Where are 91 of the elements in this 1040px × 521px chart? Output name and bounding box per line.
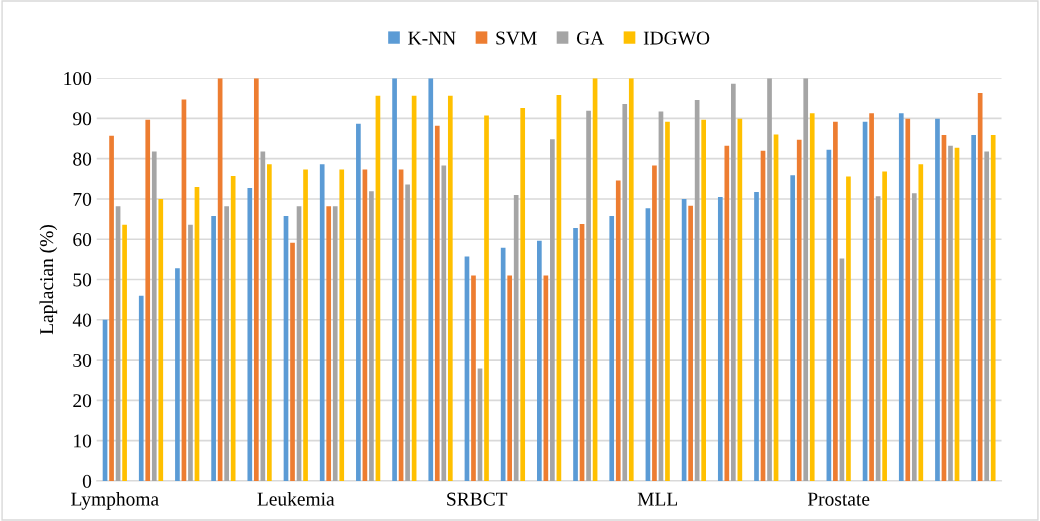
bar <box>392 78 397 481</box>
bar <box>724 145 730 481</box>
bar <box>158 198 164 481</box>
y-tick-label: 0 <box>82 474 92 488</box>
bar <box>790 175 796 481</box>
bar <box>573 227 578 481</box>
x-tick-label: MLL <box>637 492 678 506</box>
bar <box>984 151 990 481</box>
bar <box>211 215 216 481</box>
bar <box>319 164 325 481</box>
bar <box>796 139 802 481</box>
bar <box>303 169 308 481</box>
bar <box>369 191 374 481</box>
bar <box>665 121 670 481</box>
bar <box>267 164 272 481</box>
bar <box>441 165 447 481</box>
bar <box>730 83 736 481</box>
bar <box>622 103 628 481</box>
bar <box>971 134 976 481</box>
bar <box>652 165 657 481</box>
legend-label: K-NN <box>408 31 456 45</box>
bar <box>109 135 114 481</box>
bar <box>586 110 591 481</box>
bar <box>550 139 555 481</box>
y-tick-label: 90 <box>73 112 92 126</box>
y-tick-label: 40 <box>72 313 92 327</box>
bar <box>253 78 259 481</box>
bar <box>151 151 157 481</box>
bar <box>520 107 526 481</box>
legend-label: IDGWO <box>643 31 710 45</box>
bar <box>688 205 693 481</box>
bar <box>428 78 434 481</box>
bar <box>717 196 723 481</box>
bar <box>138 295 144 481</box>
y-tick-label: 80 <box>73 152 92 166</box>
bar <box>326 206 332 481</box>
bar <box>615 180 621 481</box>
bar <box>339 169 345 481</box>
bar <box>898 113 904 481</box>
bar <box>754 192 759 481</box>
bar <box>905 118 911 481</box>
bar <box>230 176 236 481</box>
bar <box>935 118 940 481</box>
bar <box>471 275 476 481</box>
y-tick-label: 50 <box>73 273 92 287</box>
y-tick-label: 10 <box>74 434 92 448</box>
y-tick-label: 100 <box>64 71 92 86</box>
bar <box>869 113 874 481</box>
bar <box>260 151 266 481</box>
y-tick-label: 70 <box>73 192 92 206</box>
bar <box>833 121 838 481</box>
x-tick-label: Lymphoma <box>71 491 159 510</box>
bar <box>628 78 634 481</box>
x-tick-label: Prostate <box>807 492 870 506</box>
bar <box>846 176 851 481</box>
bar <box>513 194 519 481</box>
bar <box>918 164 924 481</box>
legend-label: SVM <box>496 31 537 45</box>
bar <box>405 184 410 481</box>
bar <box>175 268 180 481</box>
bar <box>609 215 615 481</box>
bar <box>537 240 542 481</box>
bar <box>507 275 513 481</box>
x-tick-label: SRBCT <box>447 492 508 506</box>
bar <box>990 134 996 481</box>
bar <box>447 95 453 481</box>
legend-label: GA <box>576 31 605 45</box>
bar <box>356 123 361 481</box>
bar <box>145 119 151 481</box>
y-tick-label: 30 <box>73 353 92 367</box>
bar <box>484 115 489 481</box>
bar <box>122 224 127 481</box>
bar <box>500 247 506 481</box>
bar <box>247 188 253 481</box>
bar <box>767 78 772 481</box>
y-tick-label: 60 <box>73 233 92 247</box>
bar <box>188 224 193 481</box>
y-axis-title: Laplacian (%) <box>39 225 58 335</box>
bar <box>290 242 295 481</box>
bar <box>948 145 953 481</box>
bar <box>434 125 440 481</box>
bar <box>332 206 338 481</box>
bar <box>701 119 707 481</box>
bar <box>803 78 809 481</box>
bar <box>911 193 917 481</box>
y-tick-label: 20 <box>73 394 92 408</box>
bar <box>224 206 229 481</box>
bar <box>977 93 983 481</box>
x-tick-label: Leukemia <box>257 491 335 506</box>
bar <box>809 113 815 481</box>
bar <box>882 171 887 481</box>
